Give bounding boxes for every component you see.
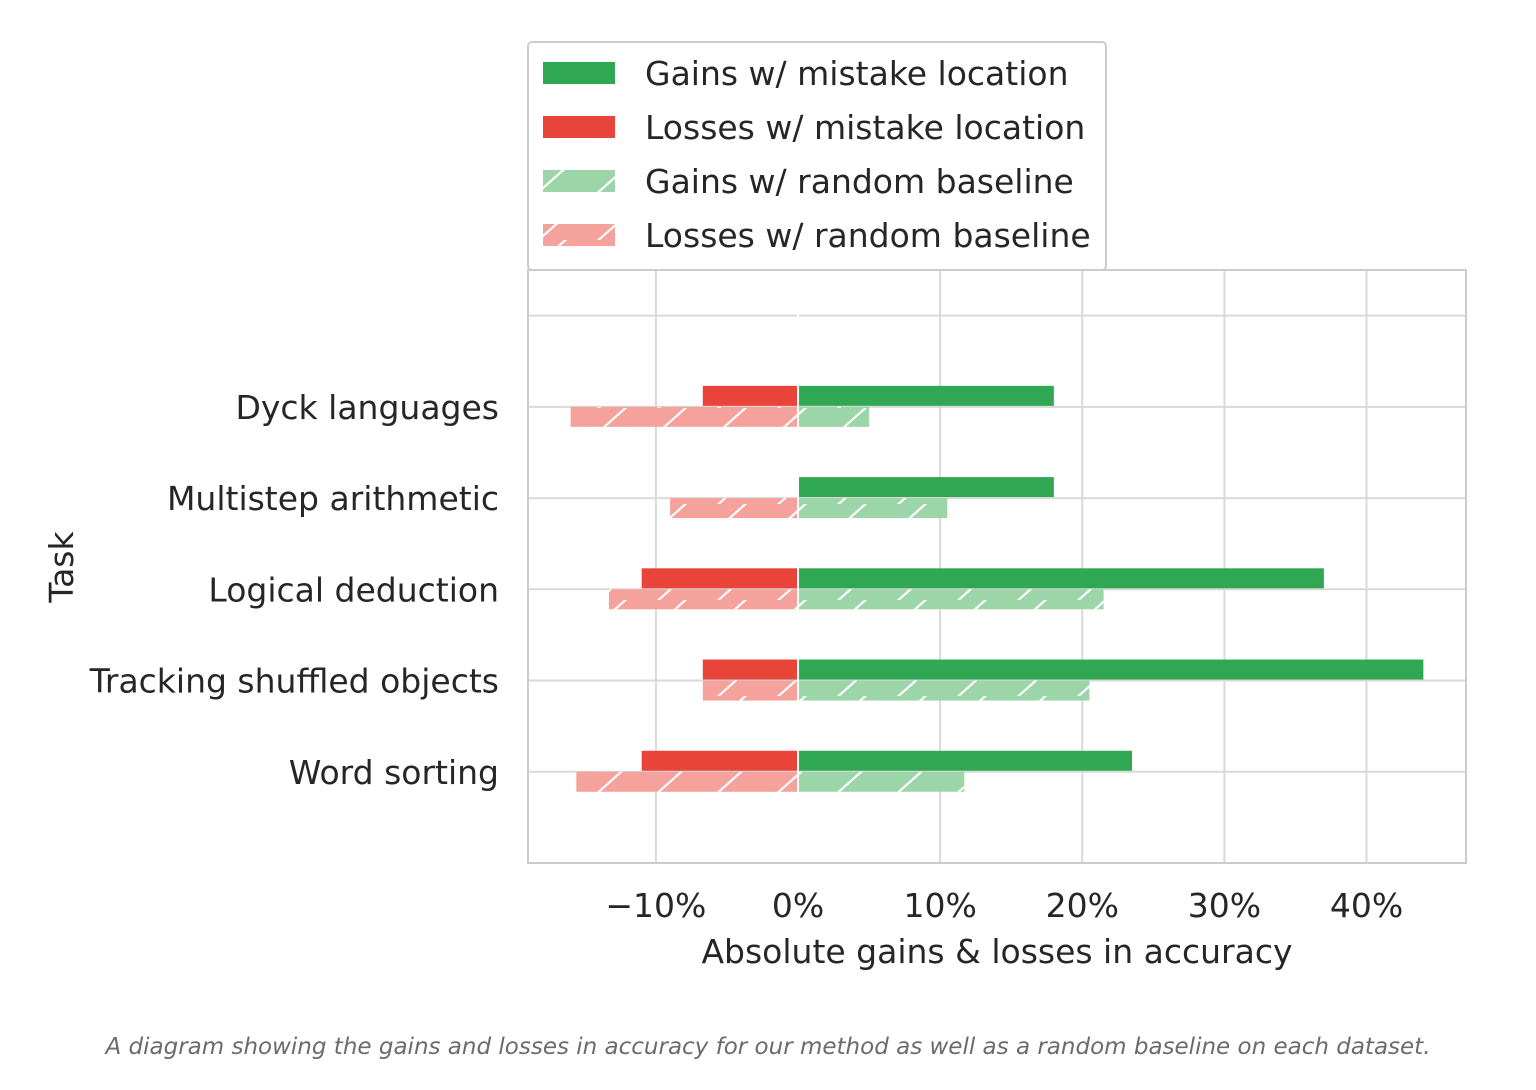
bar-hatch: [798, 589, 1104, 610]
legend: Gains w/ mistake location Losses w/ mista…: [527, 41, 1107, 271]
bar-hatch: [570, 406, 799, 427]
bar-hatch: [798, 680, 1090, 701]
legend-label: Losses w/ random baseline: [645, 216, 1091, 255]
mistake-loss-bar: [641, 750, 799, 771]
mistake-loss-bar: [702, 659, 799, 680]
legend-swatch-hatch: [543, 224, 615, 246]
x-axis-label: Absolute gains & losses in accuracy: [701, 932, 1292, 971]
bar-hatch: [702, 680, 799, 701]
bar-hatch: [798, 771, 965, 792]
chart: Dyck languages Multistep arithmetic Logica…: [42, 41, 1467, 971]
bar-hatch: [609, 589, 799, 610]
legend-label: Gains w/ mistake location: [645, 54, 1069, 93]
y-tick-label: Logical deduction: [208, 570, 499, 609]
mistake-gain-bar: [798, 659, 1424, 680]
x-tick-label: 30%: [1188, 886, 1261, 925]
bar-hatch: [670, 498, 799, 519]
bar-hatch: [576, 771, 799, 792]
bar-hatch: [798, 406, 870, 427]
mistake-loss-bar: [641, 568, 799, 589]
y-tick-label: Dyck languages: [235, 388, 499, 427]
legend-frame: [527, 41, 1107, 271]
legend-label: Losses w/ mistake location: [645, 108, 1085, 147]
legend-label: Gains w/ random baseline: [645, 162, 1074, 201]
y-tick-label: Tracking shuffled objects: [89, 662, 499, 701]
mistake-gain-bar: [798, 750, 1133, 771]
y-tick-label: Multistep arithmetic: [167, 479, 499, 518]
y-tick-label: Word sorting: [289, 753, 499, 792]
legend-swatch-hatch: [543, 170, 615, 192]
bars: [570, 270, 1424, 863]
mistake-loss-bar: [702, 385, 799, 406]
x-tick-label: −10%: [605, 886, 706, 925]
x-tick-label: 10%: [903, 886, 976, 925]
x-tick-label: 20%: [1046, 886, 1119, 925]
y-axis-label: Task: [42, 531, 81, 604]
mistake-gain-bar: [798, 385, 1054, 406]
x-tick-label: 40%: [1330, 886, 1403, 925]
y-tick-labels: Dyck languages Multistep arithmetic Logica…: [89, 388, 499, 792]
x-tick-label: 0%: [772, 886, 824, 925]
x-tick-labels: −10% 0% 10% 20% 30% 40%: [605, 886, 1403, 925]
legend-swatch: [543, 116, 615, 138]
mistake-gain-bar: [798, 477, 1054, 498]
bar-hatch: [798, 498, 948, 519]
legend-swatch: [543, 62, 615, 84]
mistake-gain-bar: [798, 568, 1324, 589]
figure-caption: A diagram showing the gains and losses i…: [105, 1034, 1431, 1060]
